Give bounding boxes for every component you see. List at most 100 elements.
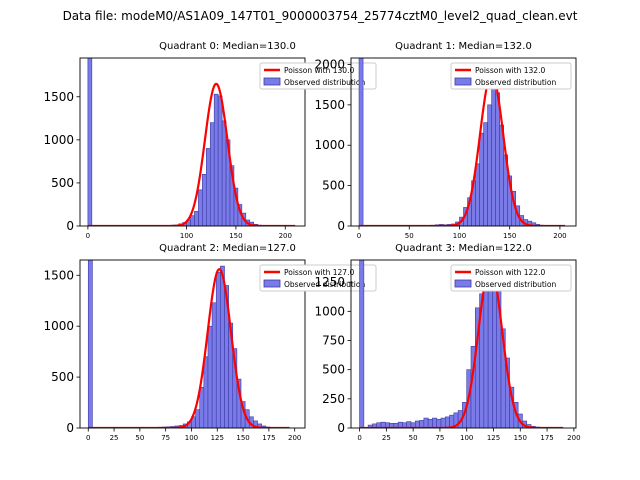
legend: Poisson with 130.0 Observed distribution	[259, 62, 377, 90]
y-tick-label: 1500	[43, 268, 74, 282]
histogram-bar	[432, 417, 438, 428]
histogram-bar	[423, 417, 429, 428]
x-tick-label: 200	[279, 232, 292, 240]
histogram-bar	[87, 58, 93, 226]
histogram-bar	[492, 270, 498, 428]
histogram-bar	[217, 95, 223, 226]
y-tick-label: 2000	[314, 57, 345, 71]
x-tick-label: 50	[135, 434, 144, 442]
y-tick-label: 1000	[43, 133, 74, 147]
legend: Poisson with 132.0 Observed distribution	[450, 62, 572, 90]
x-tick-label: 150	[514, 434, 527, 442]
x-tick-label: 25	[382, 434, 391, 442]
histogram-bar	[194, 211, 199, 226]
x-tick-label: 150	[229, 232, 242, 240]
histogram-bar	[358, 58, 364, 226]
histogram-bar	[213, 93, 219, 226]
panel-quadrant-2: Quadrant 2: Median=127.0 0 25 50 75 100 125 15…	[43, 243, 377, 442]
axes-frame	[79, 57, 306, 227]
legend-poisson-label: Poisson with 122.0	[475, 268, 545, 277]
histogram-bar	[202, 174, 207, 226]
histogram-bar	[491, 88, 496, 226]
y-tick-label: 0	[337, 219, 345, 233]
legend-observed-label: Observed distribution	[475, 78, 556, 87]
histogram-bar	[221, 120, 227, 226]
panel-title: Quadrant 3: Median=122.0	[395, 243, 532, 254]
x-tick-label: 200	[553, 232, 566, 240]
x-tick-label: 175	[540, 434, 553, 442]
x-tick-label: 50	[409, 434, 418, 442]
y-tick-label: 500	[51, 370, 74, 384]
legend: Poisson with 127.0 Observed distribution	[259, 264, 377, 292]
histogram-bar	[190, 215, 195, 226]
histogram-bar	[195, 409, 201, 428]
x-tick-label: 0	[357, 434, 361, 442]
panel-title: Quadrant 1: Median=132.0	[395, 41, 532, 52]
axes-frame	[350, 259, 577, 429]
histogram-bar	[483, 270, 489, 428]
panel-quadrant-1: Quadrant 1: Median=132.0 0 50 100 150 200050…	[314, 41, 577, 240]
histogram-bar	[359, 260, 365, 428]
panel-title: Quadrant 2: Median=127.0	[159, 243, 296, 254]
x-tick-label: 200	[288, 434, 301, 442]
y-tick-label: 1500	[314, 98, 345, 112]
histogram-bar	[220, 265, 225, 428]
poisson-curve	[87, 82, 296, 226]
histogram-bar	[215, 271, 221, 428]
legend-box	[259, 264, 377, 292]
legend-observed-swatch	[454, 77, 472, 86]
legend-poisson-label: Poisson with 130.0	[284, 66, 354, 75]
legend: Poisson with 122.0 Observed distribution	[450, 264, 572, 292]
histogram-bar	[199, 386, 205, 428]
y-tick-label: 0	[337, 421, 345, 435]
histogram-bar	[487, 104, 492, 226]
x-tick-label: 25	[110, 434, 119, 442]
x-tick-label: 125	[211, 434, 224, 442]
histogram-bar	[444, 416, 450, 428]
y-tick-label: 500	[322, 179, 345, 193]
histogram-bar	[440, 417, 446, 428]
y-tick-label: 250	[322, 392, 345, 406]
histogram-bar	[203, 356, 209, 428]
x-tick-label: 175	[262, 434, 275, 442]
x-tick-label: 75	[435, 434, 444, 442]
histogram-bar	[209, 122, 215, 226]
axes-frame	[79, 259, 306, 429]
panel-quadrant-3: Quadrant 3: Median=122.0 0 25 50 75 100 125 15…	[314, 243, 580, 442]
y-tick-label: 1500	[43, 90, 74, 104]
y-tick-label: 0	[66, 219, 74, 233]
histogram-bar	[87, 260, 93, 428]
x-tick-label: 150	[236, 434, 249, 442]
histogram-bar	[419, 420, 425, 428]
legend-box	[450, 264, 572, 292]
y-tick-label: 1250	[314, 275, 345, 289]
legend-observed-label: Observed distribution	[475, 280, 556, 289]
x-tick-label: 75	[161, 434, 170, 442]
x-tick-label: 50	[405, 232, 414, 240]
x-tick-label: 100	[460, 434, 473, 442]
x-tick-label: 100	[180, 232, 193, 240]
histogram-bar	[211, 302, 217, 428]
legend-observed-swatch	[263, 77, 281, 86]
x-tick-label: 0	[86, 232, 90, 240]
x-tick-label: 0	[86, 434, 90, 442]
y-tick-label: 1000	[43, 319, 74, 333]
poisson-curve	[359, 265, 564, 428]
y-tick-label: 500	[51, 176, 74, 190]
y-tick-label: 1000	[314, 138, 345, 152]
histogram-bar	[427, 418, 433, 428]
legend-box	[450, 62, 572, 90]
y-tick-label: 500	[322, 363, 345, 377]
x-tick-label: 100	[185, 434, 198, 442]
legend-observed-label: Observed distribution	[284, 280, 365, 289]
x-tick-label: 125	[487, 434, 500, 442]
histogram-bar	[198, 189, 203, 226]
histogram-bar	[206, 148, 211, 226]
x-tick-label: 200	[567, 434, 580, 442]
histogram-bar	[207, 325, 213, 428]
legend-box	[259, 62, 377, 90]
x-tick-label: 100	[453, 232, 466, 240]
histogram-bar	[436, 418, 442, 428]
figure-suptitle: Data file: modeM0/AS1A09_147T01_90000037…	[63, 9, 578, 23]
poisson-curve	[88, 268, 290, 428]
